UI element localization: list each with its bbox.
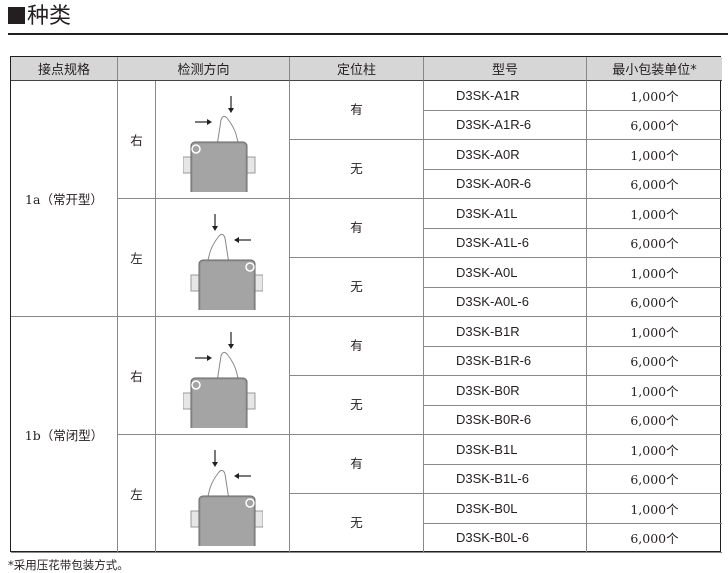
model-cell: D3SK-A0L — [424, 258, 587, 288]
positioning-post-cell: 无 — [290, 258, 424, 317]
package-qty-cell: 6,000个 — [587, 170, 722, 199]
package-qty-cell: 1,000个 — [587, 435, 722, 465]
positioning-post-cell: 有 — [290, 81, 424, 140]
footnote: *采用压花带包装方式。 — [8, 558, 129, 572]
positioning-post-cell: 有 — [290, 435, 424, 494]
switch-right-icon — [156, 81, 290, 199]
package-qty-cell: 1,000个 — [587, 81, 722, 111]
header-min-package: 最小包装单位* — [587, 57, 722, 81]
direction-cell: 左 — [118, 199, 156, 317]
package-qty-cell: 6,000个 — [587, 406, 722, 435]
switch-right-icon — [156, 317, 290, 435]
package-qty-cell: 1,000个 — [587, 199, 722, 229]
direction-cell: 左 — [118, 435, 156, 553]
package-qty-cell: 1,000个 — [587, 494, 722, 524]
positioning-post-cell: 无 — [290, 376, 424, 435]
package-qty-cell: 6,000个 — [587, 465, 722, 494]
model-cell: D3SK-A1R — [424, 81, 587, 111]
model-cell: D3SK-B1L-6 — [424, 464, 587, 494]
section-title: 种类 — [8, 2, 71, 32]
model-cell: D3SK-A1L-6 — [424, 228, 587, 258]
package-qty-cell: 6,000个 — [587, 347, 722, 376]
positioning-post-cell: 无 — [290, 140, 424, 199]
package-qty-cell: 6,000个 — [587, 229, 722, 258]
section-title-text: 种类 — [27, 4, 72, 29]
package-qty-cell: 1,000个 — [587, 317, 722, 347]
model-cell: D3SK-A1R-6 — [424, 110, 587, 140]
model-cell: D3SK-A0R-6 — [424, 169, 587, 199]
positioning-post-cell: 有 — [290, 199, 424, 258]
direction-cell: 右 — [118, 81, 156, 199]
positioning-post-cell: 有 — [290, 317, 424, 376]
product-type-table: 接点规格 检测方向 定位柱 型号 最小包装单位* 1a（常开型）右 有 D3SK-A1R 1,… — [10, 56, 722, 553]
package-qty-cell: 1,000个 — [587, 258, 722, 288]
positioning-post-cell: 无 — [290, 494, 424, 553]
header-contact-spec: 接点规格 — [11, 57, 118, 81]
model-cell: D3SK-B1R — [424, 317, 587, 347]
switch-left-icon — [156, 435, 290, 553]
model-cell: D3SK-B1L — [424, 435, 587, 465]
switch-left-icon — [156, 199, 290, 317]
package-qty-cell: 1,000个 — [587, 140, 722, 170]
model-cell: D3SK-A1L — [424, 199, 587, 229]
square-bullet-icon — [8, 7, 25, 24]
model-cell: D3SK-B0R — [424, 376, 587, 406]
package-qty-cell: 1,000个 — [587, 376, 722, 406]
header-detection-direction: 检测方向 — [118, 57, 290, 81]
direction-cell: 右 — [118, 317, 156, 435]
package-qty-cell: 6,000个 — [587, 288, 722, 317]
title-rule — [8, 33, 728, 35]
header-positioning-post: 定位柱 — [290, 57, 424, 81]
header-model: 型号 — [424, 57, 587, 81]
model-cell: D3SK-B1R-6 — [424, 346, 587, 376]
package-qty-cell: 6,000个 — [587, 524, 722, 553]
model-cell: D3SK-B0R-6 — [424, 405, 587, 435]
model-cell: D3SK-B0L — [424, 494, 587, 524]
package-qty-cell: 6,000个 — [587, 111, 722, 140]
model-cell: D3SK-A0R — [424, 140, 587, 170]
contact-spec-cell: 1b（常闭型） — [11, 317, 118, 553]
model-cell: D3SK-A0L-6 — [424, 287, 587, 317]
model-cell: D3SK-B0L-6 — [424, 523, 587, 553]
contact-spec-cell: 1a（常开型） — [11, 81, 118, 317]
